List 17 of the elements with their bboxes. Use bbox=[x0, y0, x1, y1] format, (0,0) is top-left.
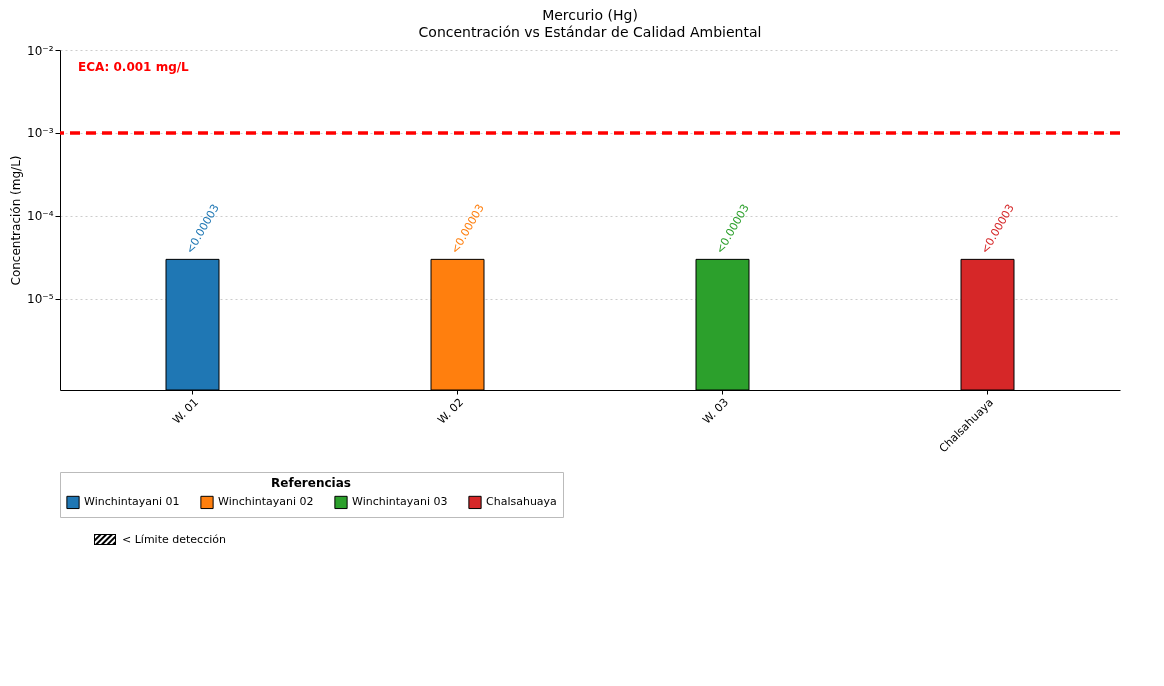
y-tick-label: 10⁻² bbox=[27, 43, 54, 58]
legend-label: Chalsahuaya bbox=[486, 495, 557, 509]
ref-line-label: ECA: 0.001 mg/L bbox=[78, 60, 190, 74]
y-tick-label: 10⁻⁵ bbox=[27, 292, 54, 307]
chart-subtitle: Concentración vs Estándar de Calidad Ambiental bbox=[418, 24, 762, 40]
y-axis-title: Concentración (mg/L) bbox=[9, 155, 24, 286]
x-tick-label: W. 03 bbox=[700, 395, 731, 427]
y-tick-label: 10⁻³ bbox=[27, 126, 54, 141]
legend-label: Winchintayani 03 bbox=[352, 495, 448, 509]
x-tick-label: W. 01 bbox=[170, 395, 201, 427]
text: < Límite detección bbox=[122, 533, 226, 546]
legend-label: Winchintayani 02 bbox=[218, 495, 314, 509]
x-tick-label: W. 02 bbox=[435, 395, 466, 427]
legend-label: Winchintayani 01 bbox=[84, 495, 180, 509]
legend-title: Referencias bbox=[271, 476, 351, 490]
chart-title: Mercurio (Hg) bbox=[542, 7, 638, 23]
y-tick-label: 10⁻⁴ bbox=[27, 209, 54, 224]
